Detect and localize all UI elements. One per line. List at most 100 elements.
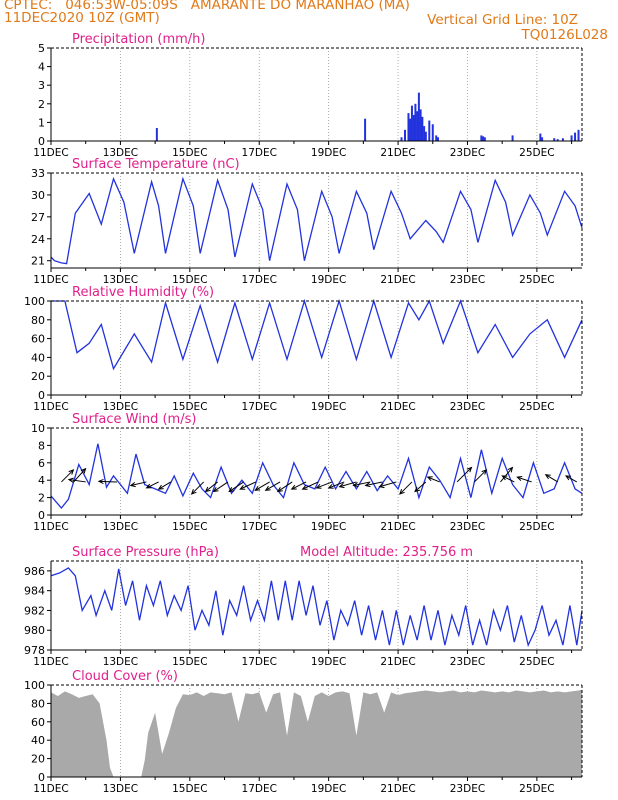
panel-2-x-tick-label: 19DEC	[311, 274, 346, 286]
panel-4-wind-arrow-head	[254, 485, 261, 491]
panel-4-wind-arrow	[379, 481, 397, 488]
panel-4-wind-arrow-head	[544, 474, 551, 480]
panel-6-y-tick-label: 100	[24, 679, 45, 692]
panel-4-wind-arrow-head	[97, 478, 104, 485]
panel-1-x-tick-label: 17DEC	[242, 147, 277, 159]
panel-1-precip-bar	[435, 135, 438, 141]
panel-2-x-tick-label: 13DEC	[103, 274, 138, 286]
panel-4-wind-arrow-head	[228, 487, 235, 493]
panel-4-x-tick-label: 19DEC	[311, 521, 346, 533]
panel-1-precip-bar	[400, 137, 403, 141]
panel-5-annotation: Model Altitude: 235.756 m	[300, 545, 473, 560]
panel-3-x-tick-label: 25DEC	[519, 401, 554, 413]
panel-4-wind-arrow	[265, 481, 281, 491]
panel-1-precip-bar	[407, 113, 410, 141]
panel-4-wind-arrow-head	[481, 469, 488, 475]
panel-4-x-tick-label: 17DEC	[242, 521, 277, 533]
panel-1-y-tick-label: 5	[38, 42, 45, 55]
panel-1-x-tick-label: 21DEC	[380, 147, 415, 159]
panel-4-y-tick-label: 4	[38, 474, 45, 487]
panel-4-wind-arrow-head	[352, 482, 359, 488]
panel-4-wind-arrow-head	[239, 484, 246, 490]
panel-6-x-tick-label: 23DEC	[450, 783, 485, 795]
panel-3-x-tick-label: 15DEC	[172, 401, 207, 413]
panel-2-x-tick-label: 15DEC	[172, 274, 207, 286]
panel-4-wind-arrow	[302, 481, 319, 490]
panel-1-precip-bar	[541, 137, 544, 141]
panel-2-x-tick-label: 17DEC	[242, 274, 277, 286]
panel-4-x-tick-label: 13DEC	[103, 521, 138, 533]
panel-5-y-tick-label: 984	[24, 585, 45, 598]
panel-3-x-tick-label: 23DEC	[450, 401, 485, 413]
panel-1-x-tick-label: 11DEC	[33, 147, 68, 159]
panel-4-wind-arrow	[414, 481, 427, 492]
header-grid-line: Vertical Grid Line: 10Z	[427, 12, 578, 28]
panel-4-wind-arrow-head	[378, 483, 385, 489]
panel-6-x-tick-label: 21DEC	[380, 783, 415, 795]
panel-1-x-tick-label: 23DEC	[450, 147, 485, 159]
panel-1-precip-bar	[483, 137, 486, 141]
panel-2-series-line	[50, 176, 583, 265]
panel-1-precip-bar	[436, 137, 439, 141]
panel-1-precip-bar	[414, 103, 417, 141]
panel-1-x-tick-label: 15DEC	[172, 147, 207, 159]
header-station-line: CPTEC: 046:53W-05:09S AMARANTE DO MARANH…	[4, 0, 410, 13]
panel-4-wind-arrow-head	[68, 469, 75, 475]
panel-4-wind-arrow-head	[157, 484, 164, 490]
panel-2-y-tick-label: 24	[31, 233, 45, 246]
panel-1-precip-bar	[561, 138, 564, 141]
panel-5-title: Surface Pressure (hPa)	[72, 545, 219, 560]
panel-6-y-tick-label: 60	[31, 716, 45, 729]
panel-1-y-tick-label: 2	[38, 98, 45, 111]
panel-1-precip-bar	[412, 114, 415, 141]
panel-4-wind-arrow	[205, 481, 218, 492]
panel-1-title: Precipitation (mm/h)	[72, 32, 205, 47]
panel-1-precip-bar	[416, 111, 419, 141]
panel-5-x-tick-label: 11DEC	[33, 656, 68, 668]
panel-1-precip-bar	[556, 139, 559, 141]
panel-1-precip-bar	[574, 132, 577, 141]
panel-4-wind-arrow	[545, 474, 558, 483]
panel-4-wind-arrow	[61, 469, 74, 483]
panel-6-x-tick-label: 15DEC	[172, 783, 207, 795]
panel-3-x-tick-label: 17DEC	[242, 401, 277, 413]
panel-4-wind-arrow	[291, 481, 307, 490]
panel-4-wind-arrow	[427, 476, 440, 483]
panel-4-x-tick-label: 21DEC	[380, 521, 415, 533]
panel-4-wind-arrow-head	[301, 484, 308, 490]
panel-4-x-tick-label: 23DEC	[450, 521, 485, 533]
panel-6-x-tick-label: 17DEC	[242, 783, 277, 795]
panel-4-wind-arrow	[228, 481, 244, 492]
panel-6-x-tick-label: 19DEC	[311, 783, 346, 795]
panel-4-x-tick-label: 15DEC	[172, 521, 207, 533]
panel-4-series-line	[50, 443, 583, 510]
panel-1-precip-bar	[421, 116, 424, 141]
panel-6-x-tick-label: 13DEC	[103, 783, 138, 795]
panel-6-cloud-area	[51, 689, 582, 777]
panel-1-precip-bar	[155, 127, 158, 141]
panel-4-wind-arrow	[146, 481, 159, 489]
panel-4-wind-arrow-head	[327, 483, 334, 489]
panel-2-y-tick-label: 30	[31, 189, 45, 202]
panel-5-x-tick-label: 13DEC	[103, 656, 138, 668]
panel-4-wind-arrow-head	[426, 476, 433, 482]
panel-4-wind-arrow	[239, 481, 256, 490]
panel-4-wind-arrow-head	[204, 486, 211, 493]
panel-1-precip-bar	[364, 118, 367, 141]
panel-1-precip-bar	[539, 133, 542, 141]
panel-3-x-tick-label: 11DEC	[33, 401, 68, 413]
panel-5-x-tick-label: 25DEC	[519, 656, 554, 668]
panel-4-wind-arrow-head	[129, 482, 136, 488]
panel-4-wind-arrow-head	[466, 466, 473, 473]
panel-4-wind-arrow-head	[501, 475, 508, 481]
header-date: 11DEC2020 10Z (GMT)	[4, 10, 160, 26]
panel-1-y-tick-label: 3	[38, 79, 45, 92]
panel-4-x-tick-label: 11DEC	[33, 521, 68, 533]
panel-4-wind-arrow	[191, 481, 205, 495]
panel-4-wind-arrow	[158, 481, 171, 490]
panel-4-wind-arrow	[213, 481, 229, 492]
panel-4-wind-arrow	[328, 481, 345, 489]
panel-1-precip-bar	[482, 136, 485, 141]
panel-3-x-tick-label: 19DEC	[311, 401, 346, 413]
panel-1-precip-bar	[410, 105, 413, 141]
